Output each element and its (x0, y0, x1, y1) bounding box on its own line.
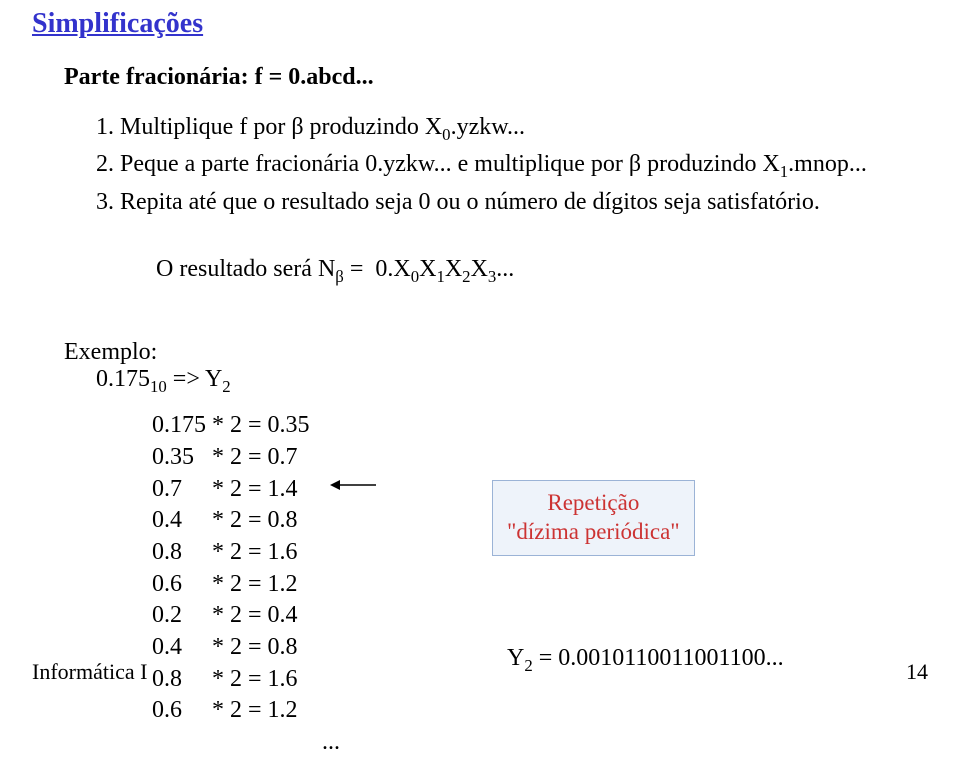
step-4a: O resultado será N (132, 256, 335, 282)
step-4: O resultado será Nβ = 0.X0X1X2X3... (96, 220, 928, 320)
step-4e: X (471, 256, 488, 282)
footer-text: Informática I (32, 659, 147, 685)
step-4d: X (445, 256, 462, 282)
step-4b: = 0.X (344, 256, 411, 282)
step-2-sub: 1 (780, 162, 788, 181)
calc-ellipsis: ... (322, 727, 928, 759)
step-4c-sub: 1 (436, 267, 444, 286)
calc-area: 0.175 * 2 = 0.35 0.35 * 2 = 0.7 0.7 * 2 … (152, 410, 928, 758)
calc-line-9: 0.6 * 2 = 1.2 (152, 695, 928, 727)
step-2b: .mnop... (788, 151, 867, 177)
box-line-2: "dízima periódica" (507, 518, 680, 547)
calc-line-6: 0.2 * 2 = 0.4 (152, 600, 928, 632)
page-number: 14 (906, 659, 928, 685)
step-2: 2. Peque a parte fracionária 0.yzkw... e… (96, 148, 928, 183)
conv-left-sub: 10 (150, 376, 167, 395)
step-4b-sub: 0 (411, 267, 419, 286)
calc-line-1: 0.35 * 2 = 0.7 (152, 442, 928, 474)
conv-mid-sub: 2 (222, 376, 230, 395)
steps-block: 1. Multiplique f por β produzindo X0.yzk… (96, 111, 928, 321)
y-sub: 2 (524, 656, 532, 675)
conv-left: 0.175 (96, 366, 150, 392)
y-result: Y2 = 0.0010110011001100... (507, 645, 784, 676)
calc-line-5: 0.6 * 2 = 1.2 (152, 569, 928, 601)
step-2a: 2. Peque a parte fracionária 0.yzkw... e… (96, 151, 780, 177)
step-1: 1. Multiplique f por β produzindo X0.yzk… (96, 111, 928, 146)
step-1-sub: 0 (442, 125, 450, 144)
step-1a: 1. Multiplique f por β produzindo X (96, 114, 442, 140)
conv-mid: => Y (167, 366, 223, 392)
step-4c: X (419, 256, 436, 282)
arrow-left-icon (330, 478, 378, 492)
y-a: Y (507, 645, 524, 671)
y-b: = 0.0010110011001100... (533, 645, 784, 671)
repetition-box: Repetição "dízima periódica" (492, 480, 695, 556)
step-4a-sub: β (335, 267, 344, 286)
example-label: Exemplo: (64, 339, 928, 366)
calc-line-0: 0.175 * 2 = 0.35 (152, 410, 928, 442)
subhead-fractional: Parte fracionária: f = 0.abcd... (64, 64, 928, 91)
step-4d-sub: 2 (462, 267, 470, 286)
step-1b: .yzkw... (451, 114, 525, 140)
page-title: Simplificações (32, 8, 928, 40)
step-3: 3. Repita até que o resultado seja 0 ou … (96, 186, 928, 218)
box-line-1: Repetição (507, 489, 680, 518)
step-4f: ... (496, 256, 514, 282)
example-conversion: 0.17510 => Y2 (96, 366, 928, 397)
